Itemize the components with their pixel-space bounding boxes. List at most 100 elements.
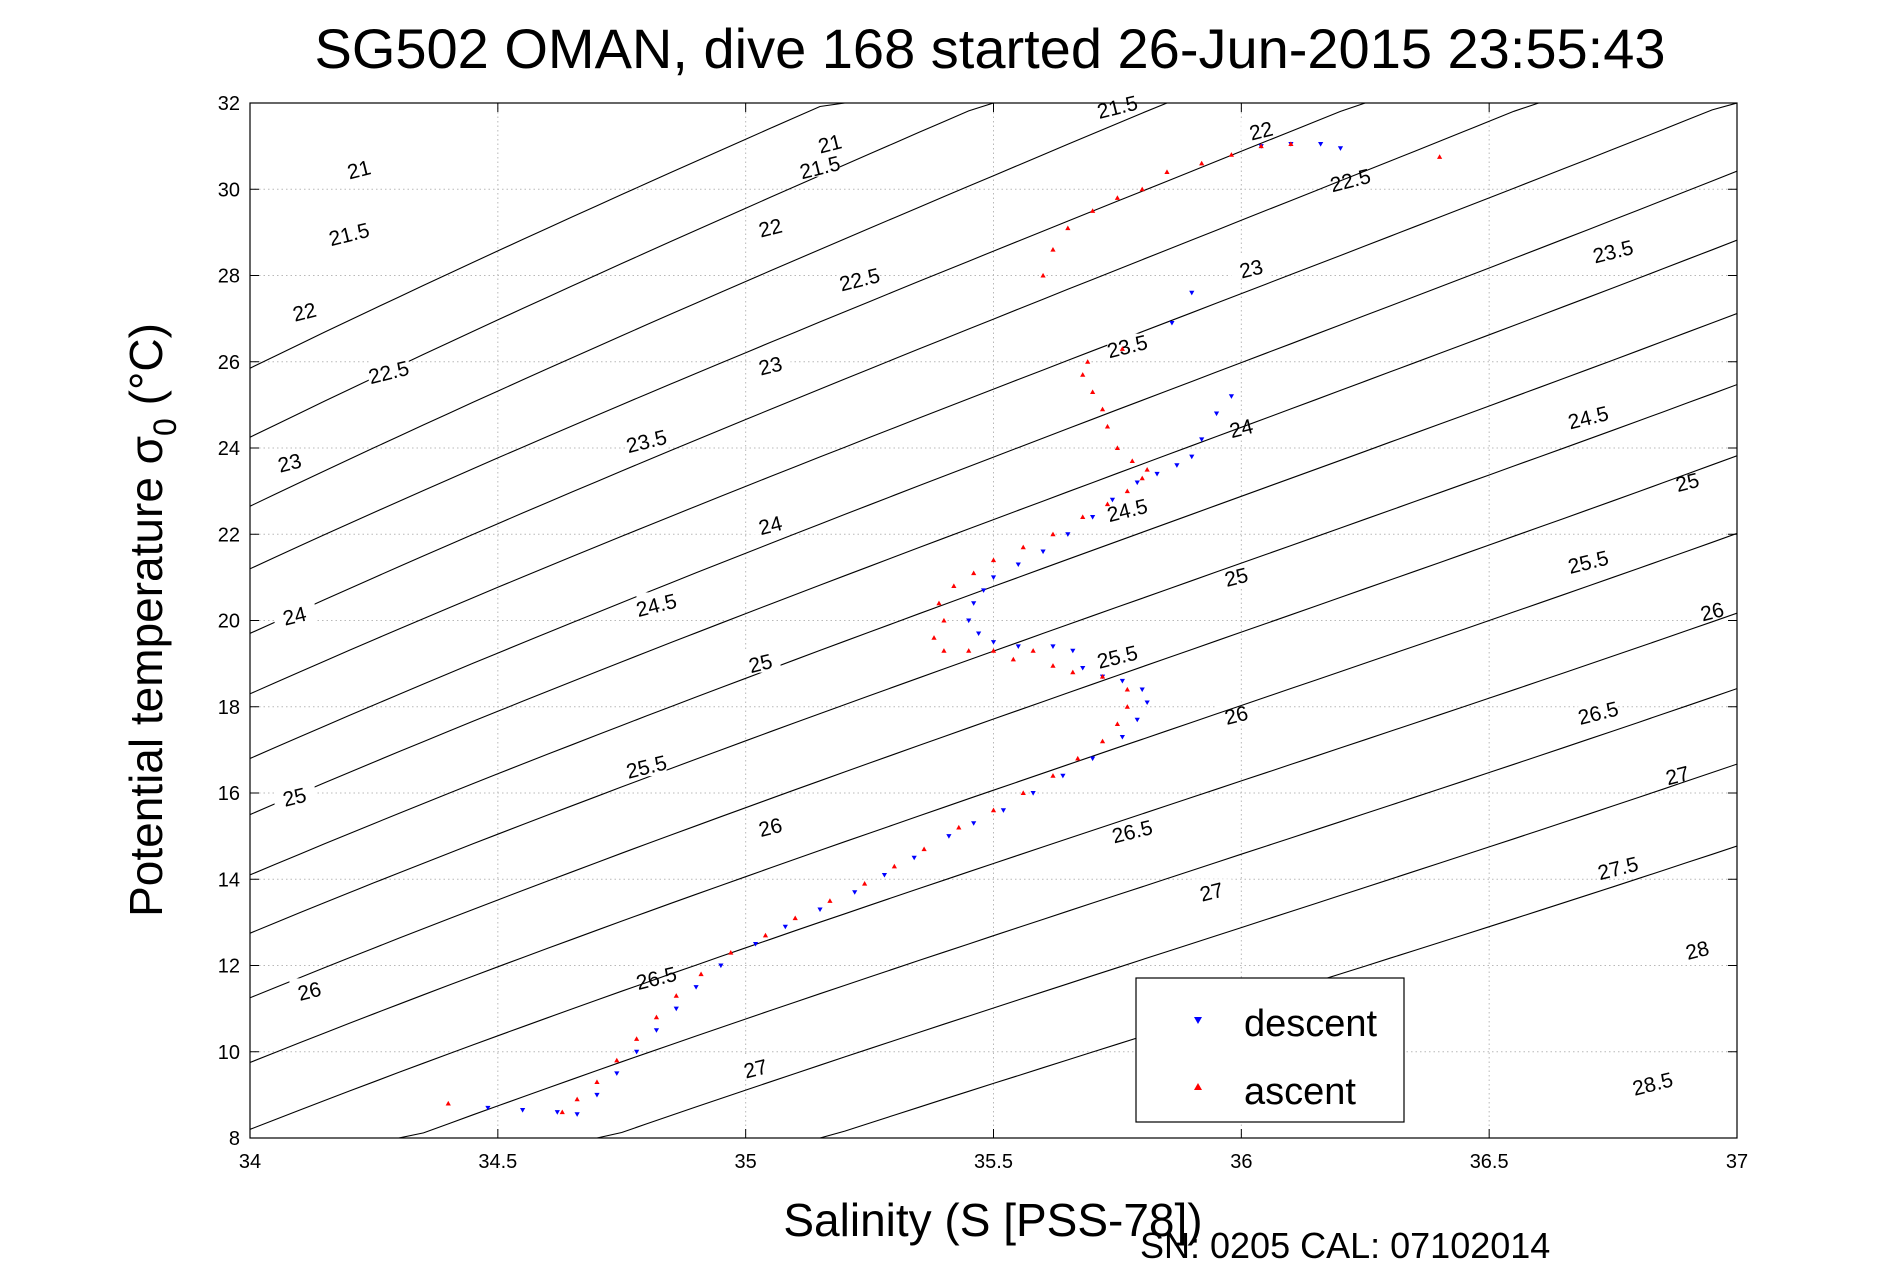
contour-label-bg xyxy=(740,650,781,673)
density-contour-line xyxy=(250,688,1737,1138)
y-tick-label: 18 xyxy=(218,697,240,719)
descent-point xyxy=(574,1112,580,1117)
ascent-point xyxy=(1114,445,1121,450)
contour-label: 23 xyxy=(276,450,304,478)
contour-label-bg xyxy=(1692,598,1733,621)
contour-label-bg xyxy=(750,512,791,535)
ascent-point xyxy=(1228,152,1235,157)
ascent-point xyxy=(1020,544,1026,550)
descent-point xyxy=(971,821,977,826)
density-contour-line xyxy=(250,612,1737,1130)
contour-label-bg xyxy=(1107,497,1148,520)
contour-label: 24 xyxy=(756,512,785,540)
contour-label-bg xyxy=(1231,256,1272,279)
contour-label: 26 xyxy=(295,978,323,1006)
y-tick-label: 28 xyxy=(218,266,240,288)
contour-label-bg xyxy=(1097,644,1138,667)
ascent-point xyxy=(1065,225,1071,231)
ascent-point xyxy=(1050,663,1056,668)
descent-point xyxy=(852,890,858,895)
serial-calibration-text: SN: 0205 CAL: 07102014 xyxy=(1140,1225,1550,1262)
ascent-point xyxy=(891,863,897,869)
ascent-point xyxy=(728,949,734,955)
contour-label: 21 xyxy=(816,130,844,158)
contour-label-bg xyxy=(1097,94,1138,117)
density-contour-line xyxy=(250,103,1737,695)
ascent-point xyxy=(990,807,997,813)
descent-point xyxy=(1189,454,1195,460)
y-tick-label: 24 xyxy=(218,438,240,460)
descent-point xyxy=(1015,644,1021,649)
ascent-point xyxy=(1288,141,1294,146)
ascent-point xyxy=(941,617,947,623)
legend-descent-marker xyxy=(1194,1017,1202,1024)
descent-point xyxy=(976,631,982,637)
density-contour-line xyxy=(250,103,1019,369)
ascent-point xyxy=(1030,648,1036,653)
contour-label: 24 xyxy=(281,603,310,631)
contour-label: 25 xyxy=(281,784,309,812)
descent-point xyxy=(1189,290,1195,296)
ascent-point xyxy=(1124,488,1130,494)
ascent-point xyxy=(1099,738,1106,744)
y-tick-label: 26 xyxy=(218,352,240,374)
ascent-point xyxy=(762,932,769,938)
contour-label-bg xyxy=(1221,415,1262,438)
descent-point xyxy=(966,618,972,624)
legend-ascent-label: ascent xyxy=(1244,1071,1356,1113)
descent-point xyxy=(1015,562,1021,568)
descent-point xyxy=(1030,791,1036,796)
ascent-point xyxy=(792,915,798,921)
ascent-point xyxy=(1114,721,1121,726)
contour-label-bg xyxy=(1216,702,1257,725)
ascent-point xyxy=(1010,656,1016,662)
density-contour-line xyxy=(250,170,1737,760)
ascent-point xyxy=(1085,359,1091,364)
descent-point xyxy=(1213,411,1220,417)
descent-point xyxy=(1090,756,1096,762)
contour-label-bg xyxy=(809,130,850,153)
y-tick-label: 14 xyxy=(218,869,240,891)
descent-point xyxy=(1065,532,1071,537)
descent-point xyxy=(1228,394,1235,399)
ascent-point xyxy=(862,880,868,886)
descent-point xyxy=(782,924,788,930)
ascent-point xyxy=(1080,514,1086,519)
ascent-point xyxy=(1080,372,1086,377)
ascent-point xyxy=(559,1109,565,1115)
descent-point xyxy=(1134,480,1140,486)
contour-label-bg xyxy=(1568,549,1609,572)
descent-point xyxy=(1040,549,1046,555)
y-tick-label: 22 xyxy=(218,524,240,546)
descent-point xyxy=(911,855,917,861)
contour-label: 26 xyxy=(1222,702,1250,730)
legend-box xyxy=(1135,977,1405,1123)
ascent-point xyxy=(827,898,833,903)
descent-point xyxy=(693,985,699,990)
descent-point xyxy=(946,834,952,839)
ascent-point xyxy=(921,846,927,852)
contour-label: 22 xyxy=(756,215,784,243)
descent-point xyxy=(1119,734,1125,740)
ascent-point xyxy=(653,1014,660,1020)
contour-label-bg xyxy=(626,754,667,777)
contour-label: 26 xyxy=(756,814,784,842)
ascent-point xyxy=(1199,160,1205,166)
descent-point xyxy=(752,941,759,947)
contour-label-bg xyxy=(1598,855,1639,878)
contour-label-bg xyxy=(274,784,315,807)
contour-label: 22 xyxy=(1247,118,1275,146)
descent-point xyxy=(1199,437,1205,442)
ascent-point xyxy=(1129,458,1135,463)
ascent-point xyxy=(1124,704,1130,709)
ascent-point xyxy=(445,1100,451,1106)
ascent-point xyxy=(941,648,947,653)
descent-point xyxy=(1174,463,1180,468)
ascent-point xyxy=(936,600,942,606)
ascent-point xyxy=(971,570,977,576)
ascent-point xyxy=(1139,186,1145,192)
contour-label: 23 xyxy=(756,353,784,381)
contour-label-bg xyxy=(636,592,677,615)
contour-label-bg xyxy=(750,814,791,837)
contour-label-bg xyxy=(1657,762,1698,785)
